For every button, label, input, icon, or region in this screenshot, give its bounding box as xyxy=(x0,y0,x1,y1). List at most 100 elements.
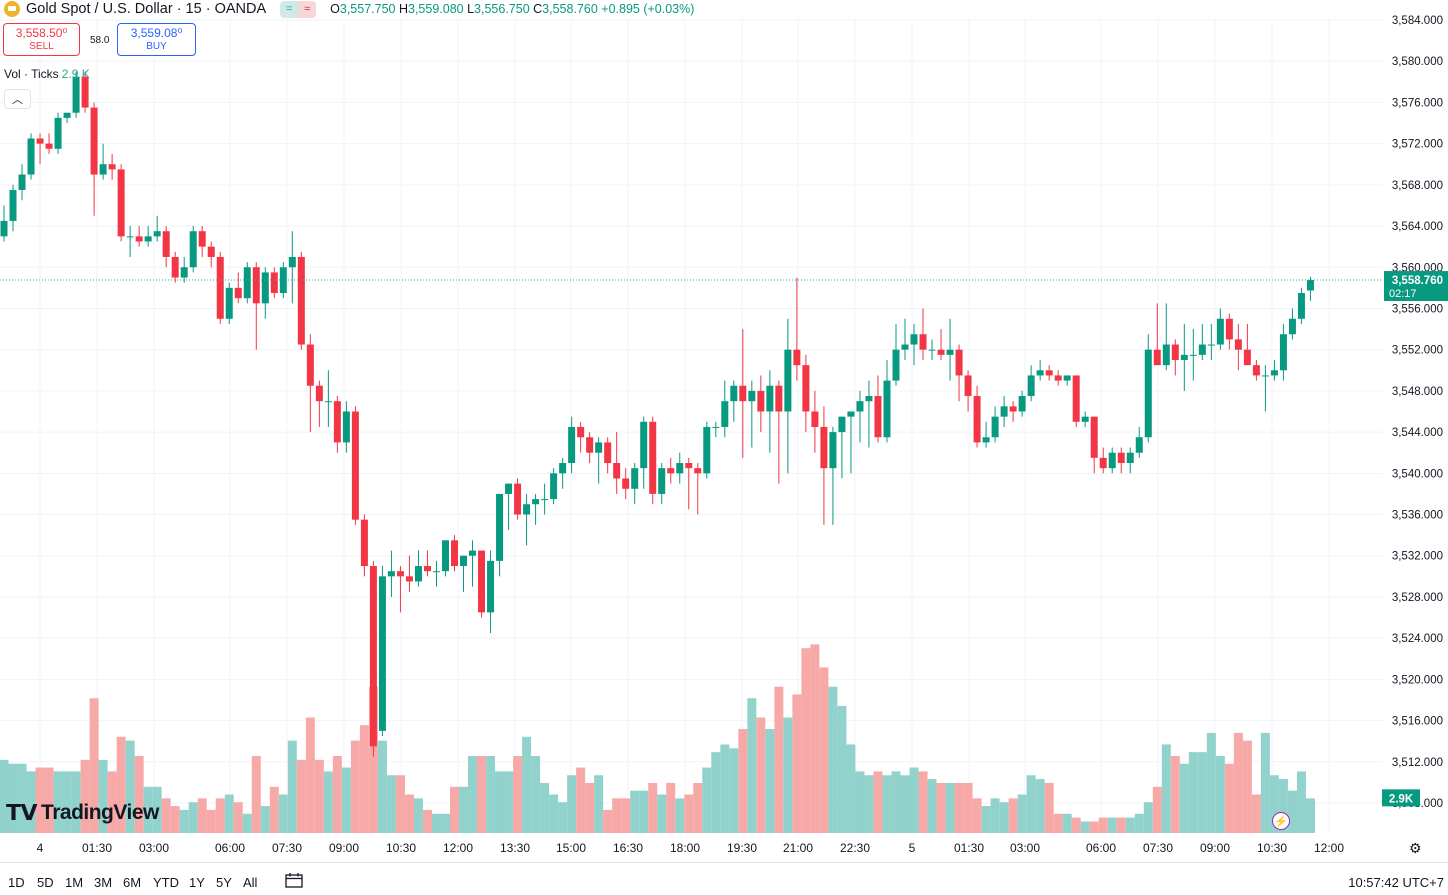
candle-body xyxy=(1009,406,1017,412)
candle-body xyxy=(811,411,819,427)
volume-bar xyxy=(0,759,9,833)
time-tick-label: 21:00 xyxy=(783,841,813,855)
sell-button[interactable]: 3,558.50⁰ SELL xyxy=(3,23,80,56)
time-tick-label: 5 xyxy=(909,841,916,855)
candle-body xyxy=(829,432,837,469)
volume-bar xyxy=(873,771,883,833)
candle-body xyxy=(1306,280,1314,291)
candle-body xyxy=(1225,318,1233,340)
volume-bar xyxy=(368,686,378,833)
price-tick-label: 3,540.000 xyxy=(1392,468,1443,480)
volume-bars xyxy=(0,644,1315,833)
volume-bar xyxy=(819,667,829,833)
candle-body xyxy=(568,426,576,464)
range-1m[interactable]: 1M xyxy=(65,875,84,890)
candle-body xyxy=(297,256,305,345)
price-scale[interactable]: 3,584.000 3,580.000 3,576.000 3,572.000 3,56… xyxy=(1382,15,1448,810)
candle-body xyxy=(162,231,170,257)
price-tick-label: 3,576.000 xyxy=(1392,97,1443,109)
tradingview-logo[interactable]: 𝗧𝗩 TradingView xyxy=(6,800,159,826)
volume-bar xyxy=(540,782,550,833)
candle-body xyxy=(865,396,873,402)
price-tick-label: 3,544.000 xyxy=(1392,427,1443,439)
volume-bar xyxy=(1233,732,1243,833)
candle-body xyxy=(820,426,828,469)
volume-bar xyxy=(792,694,802,833)
time-tick-label: 09:00 xyxy=(329,841,359,855)
approx-icon[interactable]: ≈ xyxy=(298,0,317,18)
range-3m[interactable]: 3M xyxy=(94,875,113,890)
volume-bar xyxy=(332,756,342,833)
candle-body xyxy=(1261,375,1269,377)
volume-bar xyxy=(1026,775,1036,833)
volume-bar xyxy=(675,798,685,833)
candle-body xyxy=(631,468,639,489)
candle-body xyxy=(703,426,711,474)
volume-bar xyxy=(107,771,117,833)
volume-bar xyxy=(1260,732,1270,833)
candle-body xyxy=(234,287,242,299)
volume-bar xyxy=(657,794,667,833)
spread-value: 58.0 xyxy=(90,35,110,46)
candle-body xyxy=(1036,370,1044,376)
time-scale[interactable]: 4 01:30 03:00 06:00 07:30 09:00 10:30 12:00 13:3… xyxy=(37,841,1345,855)
volume-bar xyxy=(1116,817,1126,833)
volume-bar xyxy=(62,771,72,833)
lightning-icon[interactable]: ⚡ xyxy=(1272,812,1290,830)
candle-body xyxy=(81,76,89,108)
data-mode-toggle[interactable]: = ≈ xyxy=(280,0,317,18)
range-all[interactable]: All xyxy=(243,875,258,890)
time-tick-label: 18:00 xyxy=(670,841,700,855)
volume-bar xyxy=(1161,744,1171,833)
range-6m[interactable]: 6M xyxy=(123,875,142,890)
candle-body xyxy=(90,107,98,175)
candle-body xyxy=(1288,318,1296,335)
range-ytd[interactable]: YTD xyxy=(153,875,179,890)
volume-legend[interactable]: Vol · Ticks 2.9 K xyxy=(4,67,90,81)
volume-bar xyxy=(567,775,577,833)
time-tick-label: 01:30 xyxy=(954,841,984,855)
candle-body xyxy=(171,256,179,278)
price-tick-label: 3,524.000 xyxy=(1392,633,1443,645)
volume-bar xyxy=(459,786,469,833)
calendar-icon[interactable] xyxy=(285,873,303,888)
collapse-legend-button[interactable]: ︿ xyxy=(4,89,31,109)
brand-name: TradingView xyxy=(41,801,159,824)
volume-bar xyxy=(44,767,54,833)
candle-body xyxy=(117,169,125,237)
buy-button[interactable]: 3,559.08⁰ BUY xyxy=(117,23,196,56)
range-1y[interactable]: 1Y xyxy=(189,875,205,890)
buy-price: 3,559.08⁰ xyxy=(130,26,183,40)
symbol-title[interactable]: Gold Spot / U.S. Dollar · 15 · OANDA xyxy=(26,1,267,17)
candle-body xyxy=(748,390,756,402)
candle-body xyxy=(207,246,215,257)
price-tick-label: 3,512.000 xyxy=(1392,757,1443,769)
candle-body xyxy=(1126,452,1134,464)
volume-bar xyxy=(531,756,541,833)
range-5d[interactable]: 5D xyxy=(37,875,54,890)
price-tick-label: 3,572.000 xyxy=(1392,139,1443,151)
volume-bar xyxy=(377,740,387,833)
volume-bar xyxy=(1035,779,1045,833)
volume-bar xyxy=(350,740,360,833)
range-1d[interactable]: 1D xyxy=(8,875,25,890)
candle-body xyxy=(153,231,161,237)
range-5y[interactable]: 5Y xyxy=(216,875,232,890)
volume-bar xyxy=(450,786,459,833)
candle-body xyxy=(838,416,846,433)
candle-body xyxy=(0,220,8,237)
gear-icon[interactable]: ⚙ xyxy=(1409,840,1422,856)
candle-body xyxy=(604,442,612,464)
equals-icon[interactable]: = xyxy=(280,0,299,18)
candle-body xyxy=(595,442,603,453)
candle-body xyxy=(135,236,143,242)
utc-clock[interactable]: 10:57:42 UTC+7 xyxy=(1348,875,1444,890)
candle-body xyxy=(1117,452,1125,464)
volume-bar xyxy=(864,775,874,833)
chart-header: Gold Spot / U.S. Dollar · 15 · OANDA = ≈… xyxy=(0,0,694,18)
volume-bar xyxy=(1251,794,1261,833)
volume-bar xyxy=(71,771,81,833)
volume-bar xyxy=(1215,756,1225,833)
volume-bar xyxy=(900,775,910,833)
